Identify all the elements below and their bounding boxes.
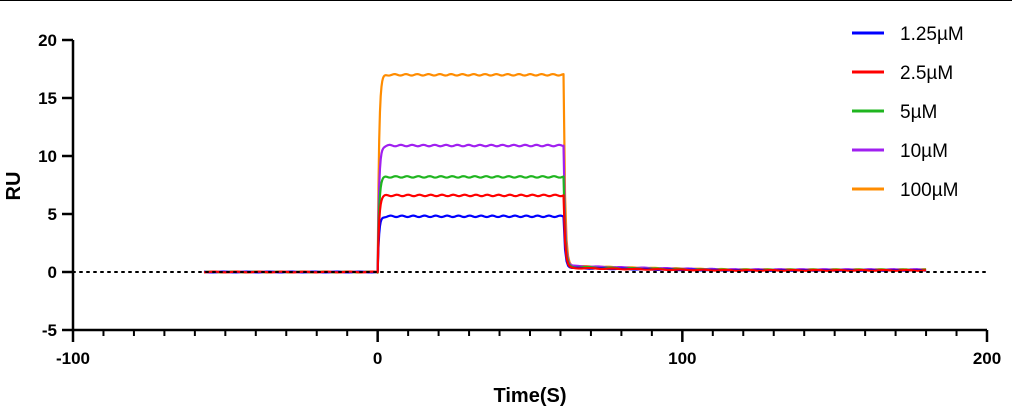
y-tick-label: 10 (38, 147, 57, 166)
x-axis-title: Time(S) (494, 385, 567, 407)
y-tick-label: 20 (38, 31, 57, 50)
legend-label-100M: 100µM (900, 180, 958, 201)
y-tick-label: 0 (48, 263, 57, 282)
legend: 1.25µM 2.5µM 5µM 10µM 100µM (852, 24, 964, 201)
x-tick-label: 0 (373, 349, 382, 368)
y-axis-title: RU (3, 172, 25, 201)
legend-label-10M: 10µM (900, 141, 948, 162)
x-tick-label: 200 (973, 349, 1001, 368)
y-tick-label: 15 (38, 89, 57, 108)
legend-label-5M: 5µM (900, 102, 937, 123)
legend-label-1_25M: 1.25µM (900, 24, 964, 45)
top-rule (0, 0, 1012, 1)
series-layer (203, 73, 927, 274)
y-tick-label: -5 (42, 321, 57, 340)
series-line-2_5M (203, 193, 927, 274)
x-tick-label: 100 (668, 349, 696, 368)
y-tick-label: 5 (48, 205, 57, 224)
axes-layer: -5 0 5 10 15 20 -100 0 100 200 (38, 31, 1001, 368)
x-tick-label: -100 (56, 349, 90, 368)
legend-label-2_5M: 2.5µM (900, 63, 953, 84)
